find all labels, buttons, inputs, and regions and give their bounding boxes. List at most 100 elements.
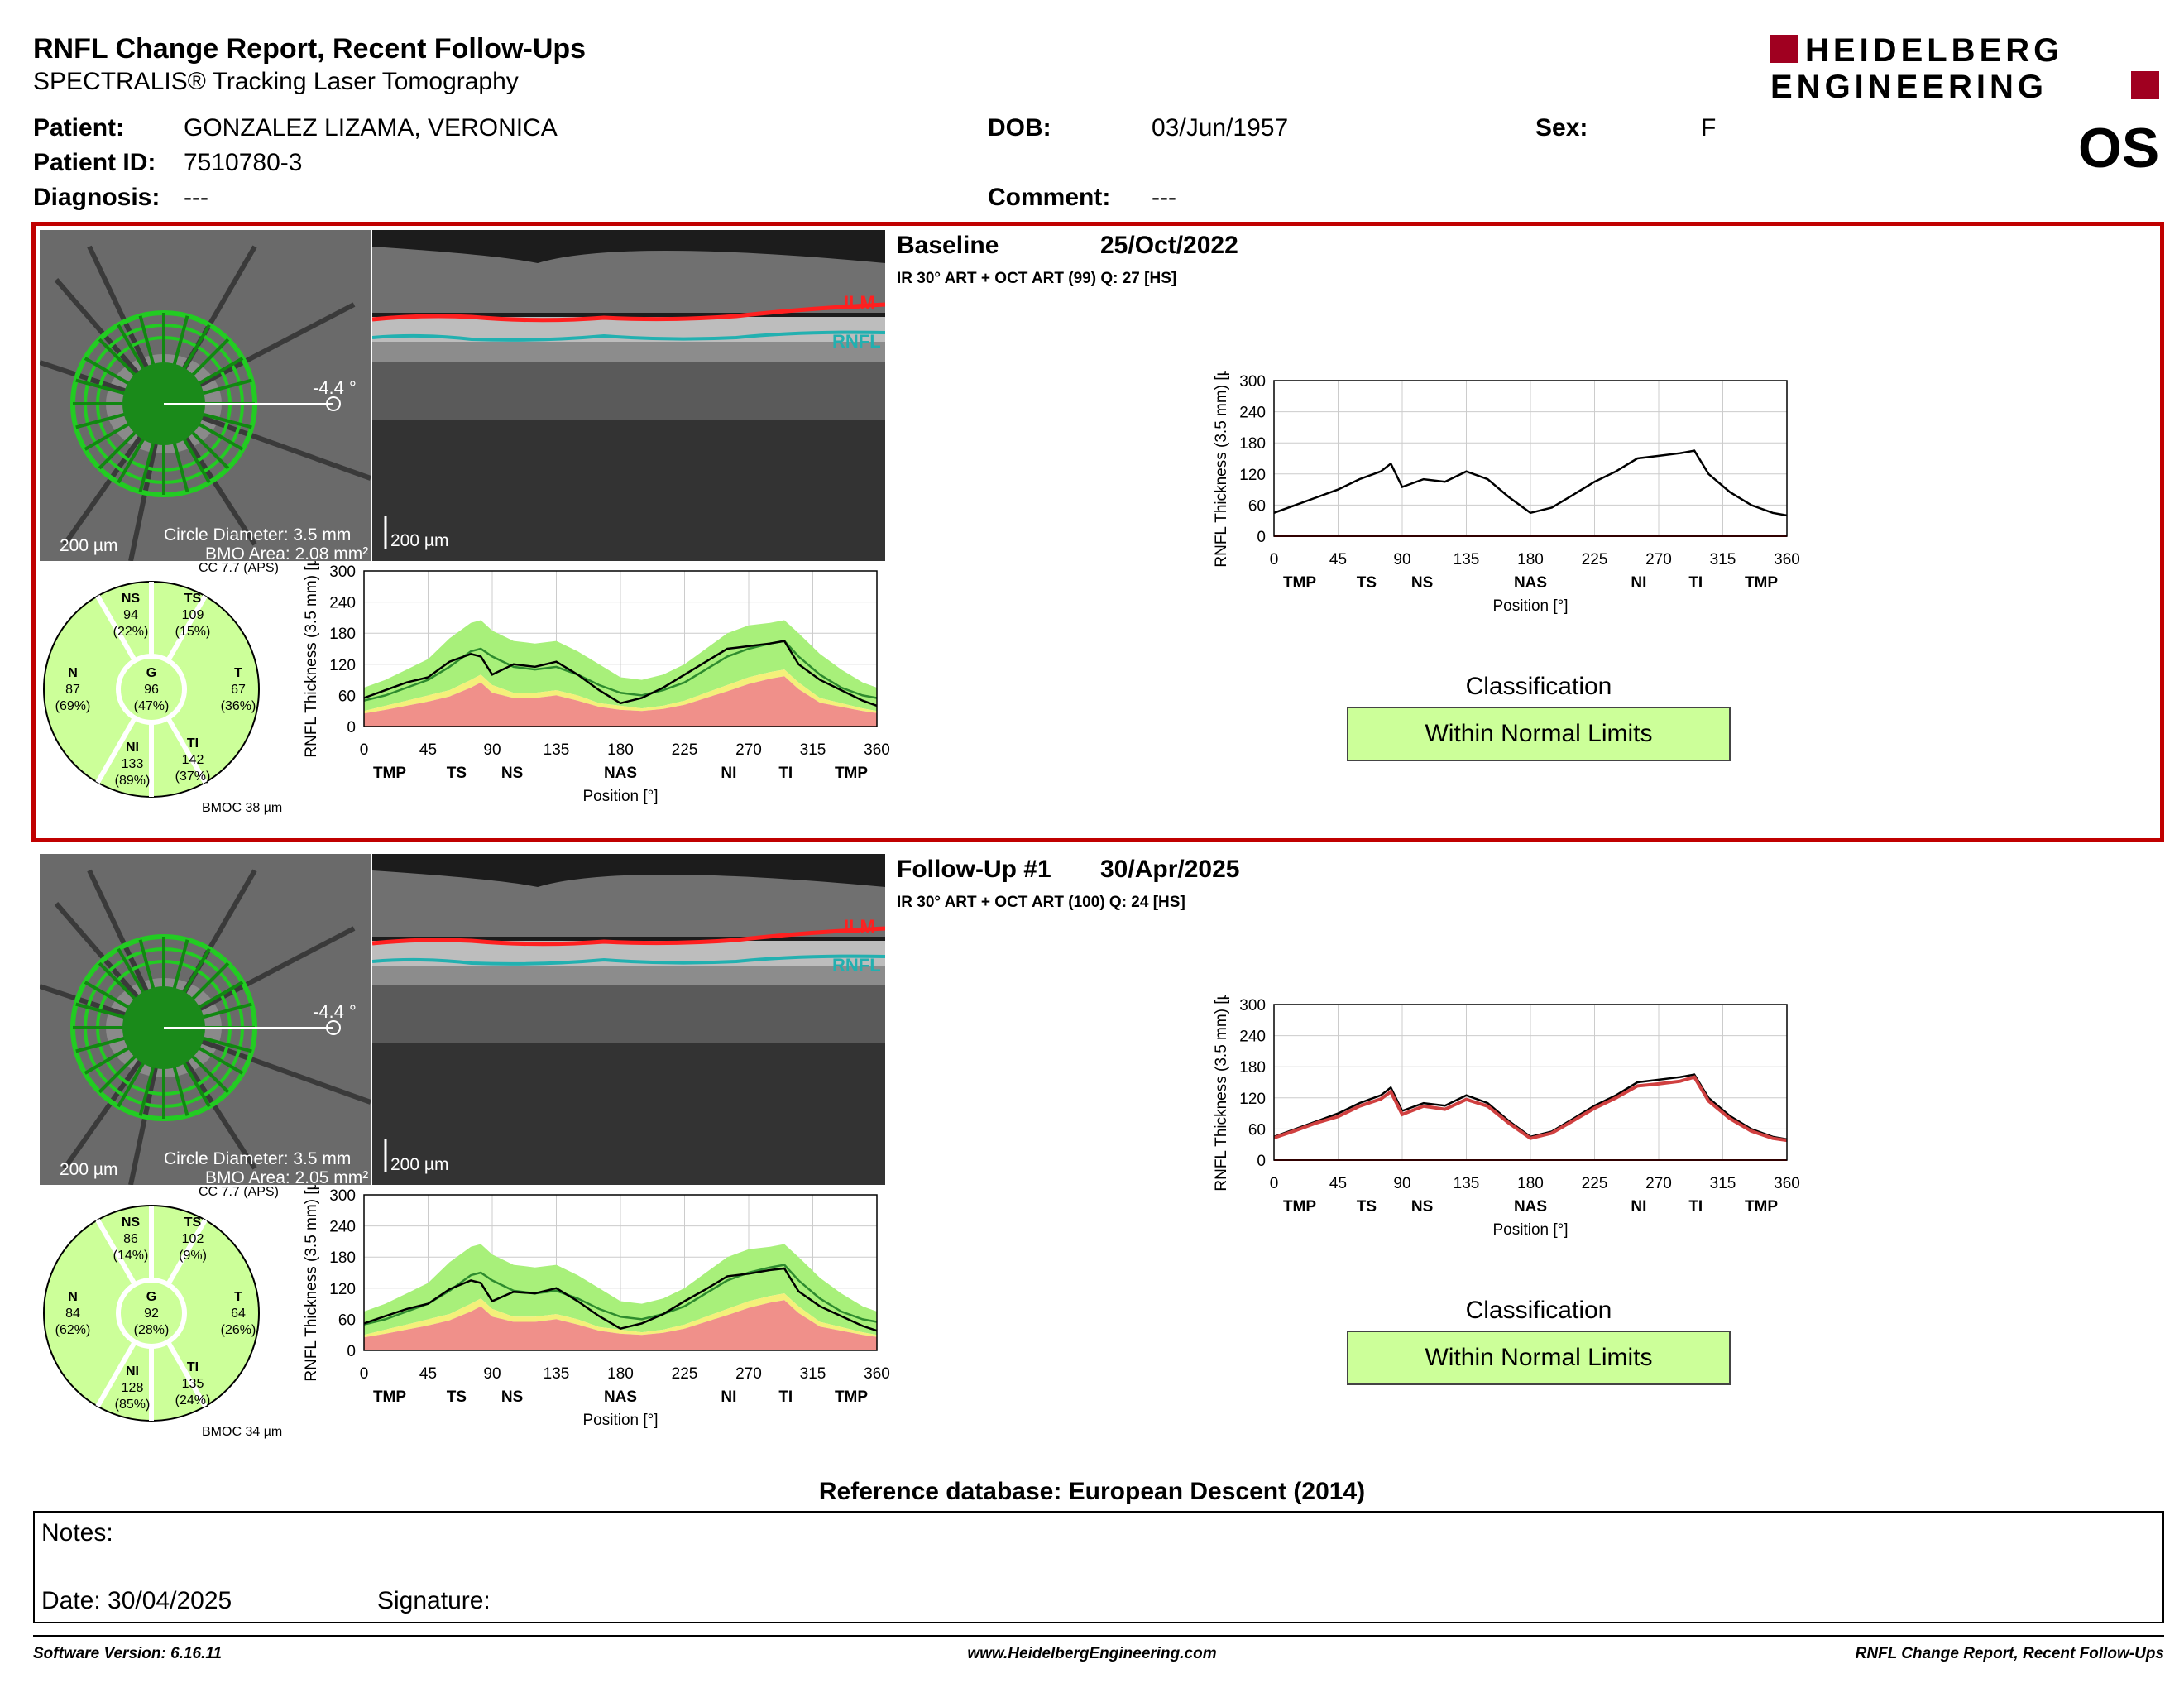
sector-axis-label: TMP bbox=[835, 765, 868, 782]
sector-ns-value: 94 bbox=[123, 608, 138, 622]
patient-id: 7510780-3 bbox=[184, 149, 303, 176]
sector-ni-value: 128 bbox=[122, 1381, 144, 1395]
signature-label: Signature: bbox=[377, 1587, 491, 1614]
report-title: RNFL Change Report, Recent Follow-Ups bbox=[33, 33, 587, 65]
y-axis-title: RNFL Thickness (3.5 mm) [µm] bbox=[303, 561, 320, 758]
sector-wheel[interactable]: NS 94 (22%) TS 109 (15%) N 87 (69%) G 96 (47%) T 67 (3… bbox=[40, 578, 263, 801]
sector-ni-label: NI bbox=[126, 1364, 139, 1379]
baseline-panel[interactable] bbox=[31, 222, 2164, 842]
software-version: Software Version: 6.16.11 bbox=[33, 1645, 223, 1662]
x-tick-label: 225 bbox=[1582, 551, 1608, 568]
rnfl-label: RNFL bbox=[832, 955, 881, 976]
plot-frame bbox=[363, 1194, 878, 1351]
bmo-area-label: BMO Area: 2.05 mm² bbox=[205, 1168, 368, 1185]
measured-line bbox=[363, 1267, 878, 1332]
y-tick-label: 60 bbox=[338, 1312, 356, 1329]
acquisition-info: IR 30° ART + OCT ART (100) Q: 24 [HS] bbox=[897, 894, 1185, 911]
sector-axis-label: NI bbox=[1631, 574, 1646, 592]
x-tick-label: 135 bbox=[1454, 1175, 1480, 1192]
x-tick-label: 90 bbox=[483, 741, 500, 759]
sector-ts-label: TS bbox=[184, 592, 202, 606]
sex-label: Sex: bbox=[1535, 114, 1588, 141]
x-tick-label: 315 bbox=[1710, 551, 1736, 568]
sector-axis-label: NS bbox=[501, 765, 523, 782]
oct-bscan-image[interactable]: ILM RNFL 200 µm bbox=[372, 854, 885, 1185]
baseline-profile-chart: 0 60 120 180 240 300 0 45 90 135 180 225 270 315 360 TM… bbox=[303, 561, 890, 805]
eye-indicator: OS bbox=[2078, 117, 2160, 180]
x-tick-label: 225 bbox=[672, 741, 698, 759]
x-tick-label: 0 bbox=[1270, 551, 1279, 568]
patient-name: GONZALEZ LIZAMA, VERONICA bbox=[184, 114, 558, 141]
sector-ts-value: 102 bbox=[182, 1232, 204, 1246]
exam-title: Follow-Up #1 bbox=[897, 856, 1051, 883]
sector-ni-value: 133 bbox=[122, 757, 144, 771]
fundus-angle-label: -4.4 ° bbox=[313, 1001, 357, 1022]
classification-result[interactable]: Within Normal Limits bbox=[1347, 707, 1731, 761]
sector-ni-label: NI bbox=[126, 741, 139, 755]
sector-axis-label: NAS bbox=[604, 1388, 637, 1406]
sector-ti-value: 142 bbox=[182, 753, 204, 767]
bmoc-label: BMOC 34 µm bbox=[202, 1425, 283, 1439]
x-tick-label: 90 bbox=[1393, 1175, 1410, 1192]
rnfl-label: RNFL bbox=[832, 331, 881, 352]
x-tick-label: 90 bbox=[483, 1365, 500, 1383]
x-tick-label: 135 bbox=[1454, 551, 1480, 568]
footer-url[interactable]: www.HeidelbergEngineering.com bbox=[967, 1645, 1217, 1662]
notes-label: Notes: bbox=[41, 1519, 113, 1547]
x-tick-label: 315 bbox=[800, 1365, 826, 1383]
sector-axis-label: TS bbox=[1357, 1198, 1377, 1216]
sector-n-value: 87 bbox=[65, 683, 80, 697]
sector-ti-pct: (37%) bbox=[175, 770, 211, 784]
exam-title: Baseline bbox=[897, 232, 999, 259]
comment-value: --- bbox=[1152, 184, 1176, 211]
notes-box[interactable]: Notes: Date: 30/04/2025 Signature: bbox=[33, 1511, 2164, 1623]
sector-t-pct: (26%) bbox=[221, 1323, 256, 1337]
sector-ts-pct: (15%) bbox=[175, 625, 211, 639]
x-tick-label: 225 bbox=[672, 1365, 698, 1383]
y-tick-label: 180 bbox=[1239, 1059, 1266, 1077]
y-axis-title: RNFL Thickness (3.5 mm) [µm] bbox=[1213, 371, 1230, 568]
x-axis-title: Position [°] bbox=[1492, 597, 1568, 615]
y-tick-label: 180 bbox=[329, 626, 356, 643]
diagnosis-label: Diagnosis: bbox=[33, 184, 160, 211]
x-tick-label: 180 bbox=[607, 741, 634, 759]
sector-ts-value: 109 bbox=[182, 608, 204, 622]
x-tick-label: 90 bbox=[1393, 551, 1410, 568]
x-tick-label: 360 bbox=[1774, 1175, 1800, 1192]
y-tick-label: 180 bbox=[329, 1249, 356, 1267]
patient-label: Patient: bbox=[33, 114, 125, 141]
x-axis-title: Position [°] bbox=[582, 1412, 658, 1429]
follow_up-line bbox=[1273, 1075, 1788, 1143]
x-tick-label: 180 bbox=[1517, 1175, 1544, 1192]
y-tick-label: 240 bbox=[1239, 405, 1266, 422]
sector-ni-pct: (89%) bbox=[115, 774, 151, 788]
x-tick-label: 45 bbox=[1329, 1175, 1347, 1192]
exam-date: 25/Oct/2022 bbox=[1100, 232, 1238, 259]
y-tick-label: 240 bbox=[1239, 1029, 1266, 1046]
plot-frame bbox=[1273, 380, 1788, 537]
x-tick-label: 0 bbox=[360, 741, 369, 759]
x-tick-label: 270 bbox=[735, 741, 762, 759]
y-tick-label: 120 bbox=[329, 1281, 356, 1298]
borderline-band bbox=[364, 1293, 877, 1338]
sector-wheel[interactable]: NS 86 (14%) TS 102 (9%) N 84 (62%) G 92 (28%) T 64 (26… bbox=[40, 1201, 263, 1425]
sector-axis-label: NI bbox=[721, 765, 736, 782]
bscan-scale-label: 200 µm bbox=[390, 1155, 448, 1174]
sector-ns-pct: (22%) bbox=[113, 625, 149, 639]
fundus-scale-label: 200 µm bbox=[60, 1160, 117, 1179]
sector-axis-label: NI bbox=[1631, 1198, 1646, 1216]
plot-frame bbox=[1273, 1004, 1788, 1161]
sector-axis-label: TI bbox=[1688, 1198, 1703, 1216]
oct-bscan-image[interactable]: ILM RNFL 200 µm bbox=[372, 230, 885, 561]
y-tick-label: 0 bbox=[1257, 529, 1266, 546]
sector-axis-label: TMP bbox=[1745, 1198, 1778, 1216]
sector-g-value: 96 bbox=[144, 683, 159, 697]
x-axis-title: Position [°] bbox=[582, 788, 658, 805]
sector-axis-label: TMP bbox=[373, 1388, 406, 1406]
classification-result[interactable]: Within Normal Limits bbox=[1347, 1331, 1731, 1385]
classification-title: Classification bbox=[1465, 1297, 1612, 1324]
x-tick-label: 0 bbox=[1270, 1175, 1279, 1192]
logo-line2: ENGINEERING bbox=[1770, 69, 2048, 105]
